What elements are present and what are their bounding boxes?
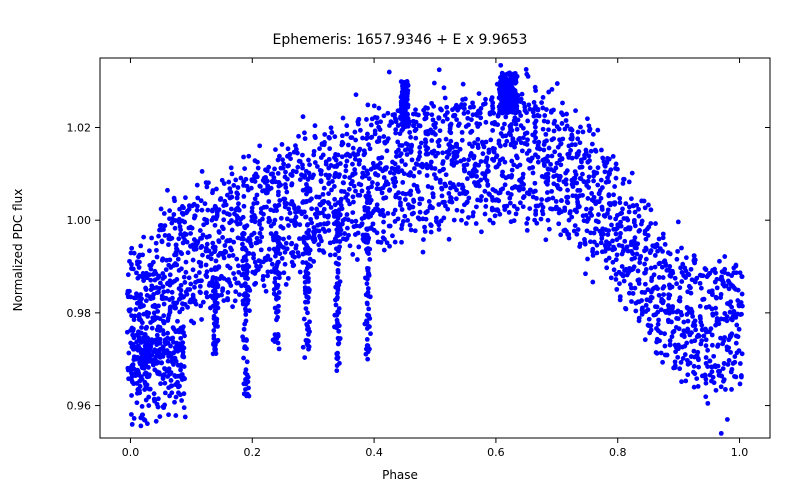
scatter-chart: Ephemeris: 1657.9346 + E x 9.9653 Normal… <box>0 0 800 500</box>
svg-text:0.98: 0.98 <box>67 307 92 320</box>
svg-text:0.4: 0.4 <box>365 446 383 459</box>
svg-text:0.2: 0.2 <box>244 446 262 459</box>
svg-text:1.0: 1.0 <box>731 446 749 459</box>
svg-text:0.0: 0.0 <box>122 446 140 459</box>
svg-text:0.6: 0.6 <box>487 446 505 459</box>
svg-text:1.00: 1.00 <box>67 214 92 227</box>
chart-title: Ephemeris: 1657.9346 + E x 9.9653 <box>0 32 800 48</box>
plot-area: 0.0 0.2 0.4 0.6 0.8 1.0 0.96 0.98 1.00 1.02 <box>0 0 800 500</box>
svg-text:0.8: 0.8 <box>609 446 627 459</box>
svg-text:0.96: 0.96 <box>67 400 92 413</box>
y-axis-label: Normalized PDC flux <box>11 189 25 312</box>
svg-text:1.02: 1.02 <box>67 122 92 135</box>
x-axis-label: Phase <box>0 468 800 482</box>
